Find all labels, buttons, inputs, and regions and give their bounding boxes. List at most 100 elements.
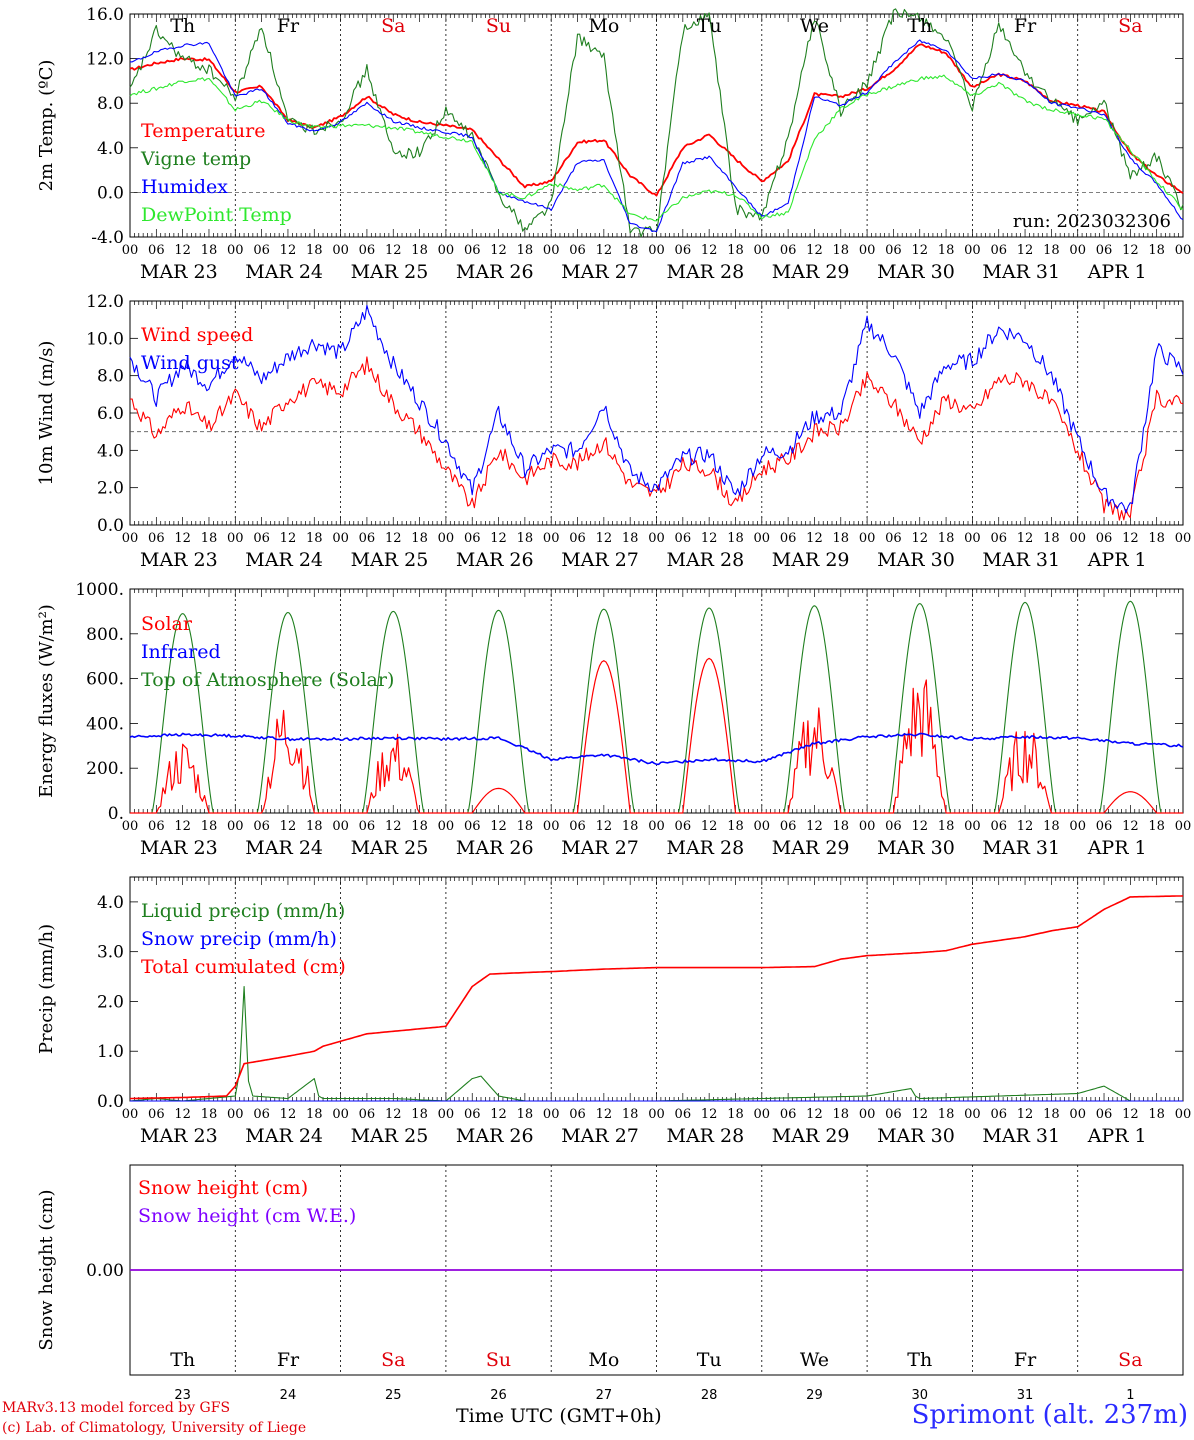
day-name-bottom: Th — [170, 1349, 195, 1371]
panel-1-date-label: MAR 26 — [456, 261, 534, 283]
panel-3-hour-label: 00 — [227, 819, 244, 834]
panel-2-hour-label: 06 — [990, 531, 1007, 546]
panel-2-hour-label: 12 — [806, 531, 823, 546]
lab-credit: (c) Lab. of Climatology, University of L… — [2, 1420, 307, 1436]
panel-1-hour-label: 12 — [280, 243, 297, 258]
panel-3-y-axis-label: Energy fluxes (W/m²) — [36, 604, 57, 798]
panel-3-hour-label: 06 — [1096, 819, 1113, 834]
day-name-top: Sa — [1118, 15, 1142, 37]
series-line-toa — [888, 603, 952, 814]
panel-2-hour-label: 12 — [911, 531, 928, 546]
day-name-top: Th — [907, 15, 932, 37]
panel-2-hour-label: 06 — [780, 531, 797, 546]
legend-green: Top of Atmosphere (Solar) — [141, 669, 394, 691]
panel-3-hour-label: 06 — [990, 819, 1007, 834]
panel-4-hour-label: 00 — [1175, 1107, 1192, 1122]
station-name: Sprimont (alt. 237m) — [911, 1400, 1188, 1430]
panel-3-date-label: MAR 27 — [561, 837, 639, 859]
panel-1-hour-label: 06 — [569, 243, 586, 258]
day-name-bottom: Mo — [588, 1349, 619, 1371]
panel-3-hour-label: 06 — [780, 819, 797, 834]
panel-3-hour-label: 06 — [885, 819, 902, 834]
panel-2-hour-label: 12 — [490, 531, 507, 546]
panel-3-hour-label: 06 — [148, 819, 165, 834]
panel-4-hour-label: 18 — [1148, 1107, 1165, 1122]
panel-4-hour-label: 12 — [806, 1107, 823, 1122]
panel-2-date-label: MAR 29 — [772, 549, 850, 571]
day-name-bottom: Su — [486, 1349, 511, 1371]
panel-4-date-label: MAR 28 — [667, 1125, 745, 1147]
panel-1-hour-label: 18 — [306, 243, 323, 258]
panel-3-date-label: MAR 23 — [140, 837, 218, 859]
panel-4-hour-label: 18 — [517, 1107, 534, 1122]
panel-2-hour-label: 12 — [1122, 531, 1139, 546]
panel-4-date-label: MAR 25 — [351, 1125, 429, 1147]
panel-2-hour-label: 18 — [411, 531, 428, 546]
panel-1-hour-label: 00 — [543, 243, 560, 258]
panel-1-hour-label: 12 — [701, 243, 718, 258]
panel-4-date-label: MAR 26 — [456, 1125, 534, 1147]
panel-4-hour-label: 00 — [648, 1107, 665, 1122]
day-name-top: Mo — [588, 15, 619, 37]
panel-4-hour-label: 12 — [174, 1107, 191, 1122]
panel-4-hour-label: 00 — [964, 1107, 981, 1122]
panel-1-hour-label: 18 — [727, 243, 744, 258]
panel-4-hour-label: 00 — [332, 1107, 349, 1122]
panel-2-date-label: MAR 26 — [456, 549, 534, 571]
panel-2-hour-label: 18 — [517, 531, 534, 546]
panel-3-date-label: APR 1 — [1087, 837, 1147, 859]
panel-4-hour-label: 00 — [1069, 1107, 1086, 1122]
panel-3-hour-label: 00 — [332, 819, 349, 834]
panel-3-hour-label: 18 — [201, 819, 218, 834]
day-number: 23 — [174, 1388, 191, 1403]
panel-4-hour-label: 12 — [385, 1107, 402, 1122]
panel-3-hour-label: 18 — [517, 819, 534, 834]
panel-2-hour-label: 06 — [464, 531, 481, 546]
panel-2-hour-label: 00 — [964, 531, 981, 546]
panel-4-y-tick-label: 4.0 — [97, 893, 124, 913]
panel-3-hour-label: 18 — [622, 819, 639, 834]
panel-1-hour-label: 18 — [622, 243, 639, 258]
panel-2-hour-label: 18 — [727, 531, 744, 546]
panel-1-date-label: MAR 31 — [982, 261, 1060, 283]
panel-4-hour-label: 06 — [253, 1107, 270, 1122]
time-axis-title: Time UTC (GMT+0h) — [456, 1405, 662, 1427]
panel-2-hour-label: 06 — [1096, 531, 1113, 546]
panel-1-hour-label: 12 — [490, 243, 507, 258]
panel-4-date-label: MAR 30 — [877, 1125, 955, 1147]
legend-red: Wind speed — [141, 324, 253, 346]
panel-4-y-axis-label: Precip (mm/h) — [36, 924, 57, 1054]
panel-1-y-tick-label: 16.0 — [86, 5, 124, 25]
panel-1-hour-label: 00 — [964, 243, 981, 258]
panel-2-hour-label: 06 — [675, 531, 692, 546]
panel-3-hour-label: 12 — [596, 819, 613, 834]
panel-4-hour-label: 00 — [122, 1107, 139, 1122]
day-name-bottom: Sa — [1118, 1349, 1142, 1371]
panel-1-hour-label: 18 — [833, 243, 850, 258]
panel-1-hour-label: 00 — [754, 243, 771, 258]
panel-4-hour-label: 18 — [833, 1107, 850, 1122]
panel-1-y-tick-label: -4.0 — [91, 228, 124, 248]
panel-1-date-label: MAR 28 — [667, 261, 745, 283]
series-line-toa — [783, 605, 846, 814]
panel-4-y-tick-label: 2.0 — [97, 992, 124, 1012]
legend-blue: Snow precip (mm/h) — [141, 928, 337, 950]
panel-4-hour-label: 00 — [438, 1107, 455, 1122]
run-annotation: run: 2023032306 — [1013, 211, 1171, 232]
panel-4-hour-label: 00 — [754, 1107, 771, 1122]
panel-2-y-tick-label: 10.0 — [86, 329, 124, 349]
series-line-solar — [130, 657, 1183, 814]
panel-2-date-label: MAR 24 — [245, 549, 323, 571]
panel-3-date-label: MAR 26 — [456, 837, 534, 859]
panel-2-hour-label: 12 — [1017, 531, 1034, 546]
panel-3-hour-label: 18 — [833, 819, 850, 834]
panel-2-date-label: MAR 28 — [667, 549, 745, 571]
panel-1-date-label: MAR 25 — [351, 261, 429, 283]
panel-3-hour-label: 00 — [438, 819, 455, 834]
panel-3-hour-label: 00 — [648, 819, 665, 834]
panel-4-hour-label: 12 — [1017, 1107, 1034, 1122]
panel-1-hour-label: 18 — [938, 243, 955, 258]
panel-3-hour-label: 12 — [490, 819, 507, 834]
day-name-top: We — [800, 15, 829, 37]
